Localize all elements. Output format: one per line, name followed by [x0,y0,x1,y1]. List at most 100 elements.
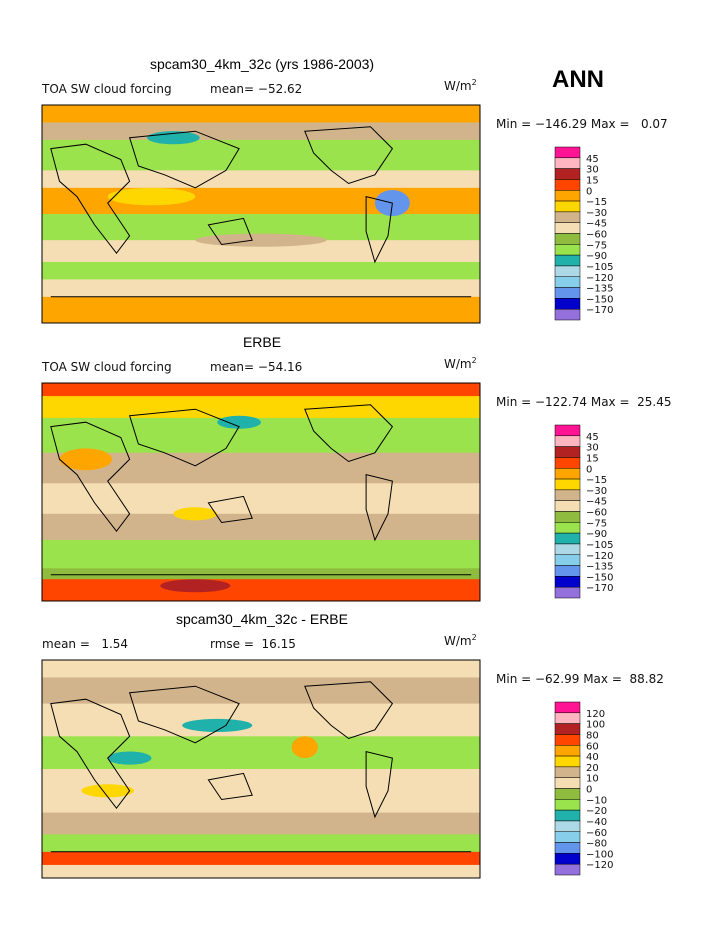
colorbar-box [554,179,581,191]
map [42,105,480,324]
colorbar-label: −30 [586,208,607,219]
colorbar-box [554,755,581,768]
colorbar-label: 0 [586,186,592,197]
colorbar-box [554,478,581,491]
colorbar-box [554,190,581,202]
units: W/m2 [444,78,477,93]
map-frame [41,659,481,879]
panel-title: spcam30_4km_32c - ERBE [176,611,348,627]
colorbar-label: 0 [586,785,592,796]
colorbar-box [554,500,581,512]
colorbar-label: 45 [586,432,599,443]
coastline [365,473,393,542]
coastline [50,421,131,533]
colorbar-box [554,565,581,577]
map-band [42,812,480,835]
colorbar-box [554,820,581,832]
field-name: TOA SW cloud forcing [41,82,172,96]
map-band [42,170,480,189]
map-band [42,261,480,280]
colorbar-label: −120 [586,551,613,562]
colorbar-box [554,168,581,180]
season-label: ANN [552,66,604,93]
min-max: Min = −62.99 Max = 88.82 [496,672,664,686]
colorbar-box [554,586,581,599]
map-band [42,660,480,678]
colorbar-label: 10 [586,774,599,785]
colorbar-label: −45 [586,497,607,508]
colorbar-box [554,457,581,469]
units-text: W/m [444,357,472,371]
map-region [59,448,113,471]
colorbar-box [554,308,581,321]
colorbar-label: 60 [586,741,599,752]
colorbar-box [554,222,581,234]
stat: mean= −52.62 [210,82,302,96]
map-band [42,579,480,602]
colorbar-box [554,157,581,169]
units-text: W/m [444,79,472,93]
colorbar-box [554,233,581,245]
map-frame [41,382,481,602]
colorbar-label: −60 [586,828,607,839]
map-band [42,122,480,141]
colorbar-box [554,853,581,865]
min-max: Min = −146.29 Max = 0.07 [496,117,668,131]
colorbar-box [554,298,581,310]
coastline [365,750,393,819]
colorbar-box [554,522,581,534]
map [42,383,480,602]
colorbar-label: 0 [586,464,592,475]
colorbar-box [554,788,581,800]
panel-title: spcam30_4km_32c (yrs 1986-2003) [150,56,374,72]
stat: mean= −54.16 [210,360,302,374]
coastline [207,772,253,801]
colorbar-box [554,809,581,822]
map-band [42,483,480,515]
coastline [50,143,131,255]
units: W/m2 [444,633,477,648]
stat: rmse = 16.15 [210,637,296,651]
coastline [304,126,394,185]
map-region [107,751,152,765]
colorbar-box [554,532,581,545]
map-band [42,452,480,484]
coastline [207,495,253,524]
colorbar-box [554,489,581,501]
map-region [173,507,218,521]
colorbar-box [554,842,581,854]
colorbar-label: −120 [586,273,613,284]
coastline [128,408,240,467]
colorbar-box [554,777,581,789]
colorbar-box [554,723,581,735]
colorbar-box [554,831,581,843]
colorbar-label: −10 [586,795,607,806]
colorbar-label: −90 [586,529,607,540]
min-max: Min = −122.74 Max = 25.45 [496,395,672,409]
coastline [128,130,240,189]
colorbar-label: −40 [586,817,607,828]
colorbar-box [554,200,581,213]
colorbar-label: 80 [586,730,599,741]
colorbar-label: −20 [586,806,607,817]
colorbar-label: −105 [586,540,613,551]
colorbar-label: −60 [586,508,607,519]
colorbar-label: 120 [586,709,605,720]
units-text: W/m [444,634,472,648]
colorbar-label: −30 [586,486,607,497]
colorbar-label: −15 [586,475,607,486]
colorbar-label: −150 [586,572,613,583]
colorbar-label: −150 [586,294,613,305]
map-region [160,579,231,593]
colorbar-box [554,543,581,555]
colorbar-box [554,745,581,757]
coastline [128,685,240,744]
colorbar-label: 45 [586,154,599,165]
colorbar-box [554,244,581,256]
colorbar-box [554,511,581,523]
map-band [42,383,480,397]
map-region [217,415,261,429]
colorbar-label: −135 [586,284,613,295]
stat: mean = 1.54 [42,637,128,651]
